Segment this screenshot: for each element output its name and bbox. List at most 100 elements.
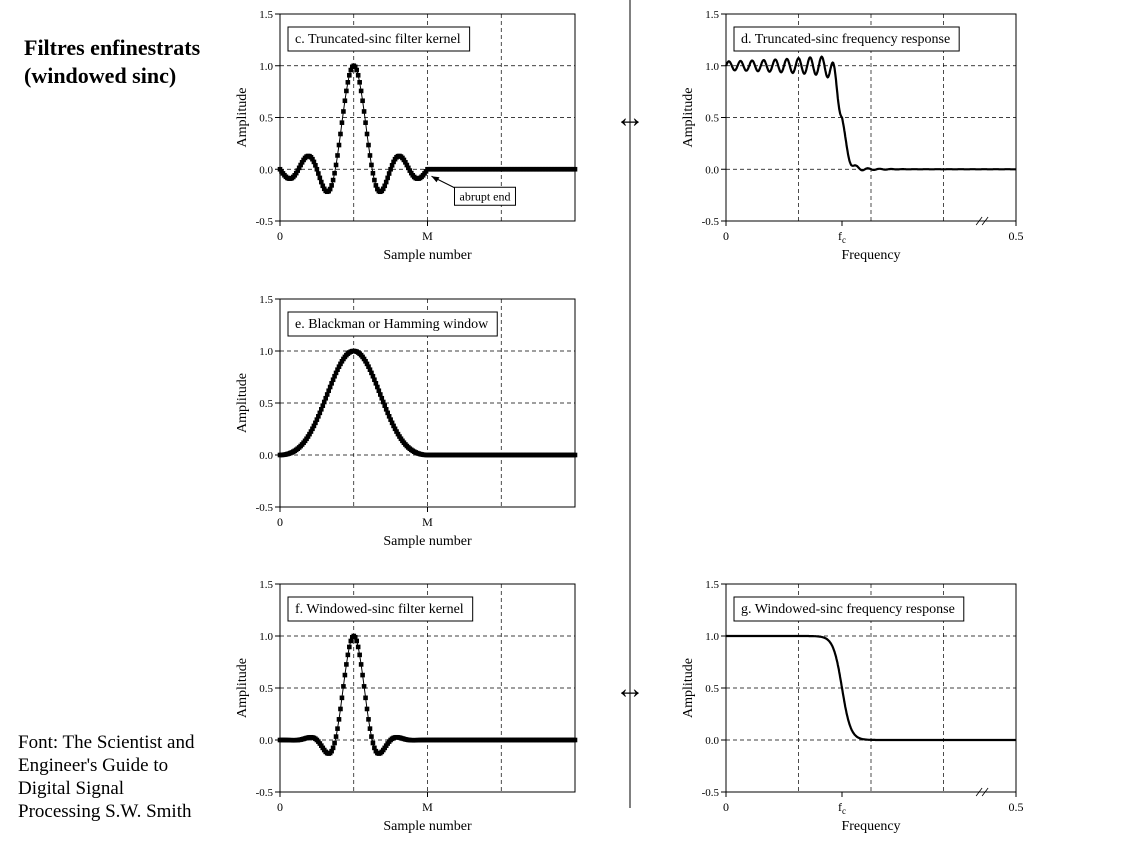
sample-point xyxy=(383,179,389,185)
sample-point xyxy=(572,166,578,172)
sample-point xyxy=(335,726,340,731)
chart-title-box: d. Truncated-sinc frequency response xyxy=(733,26,960,52)
kernel-line xyxy=(280,635,575,755)
sample-point xyxy=(293,170,299,176)
x-axis-label: Sample number xyxy=(383,248,472,263)
y-tick-label: 1.0 xyxy=(259,61,273,73)
sample-point xyxy=(363,695,368,701)
y-axis-label: Amplitude xyxy=(235,88,250,148)
sample-point xyxy=(341,684,346,689)
sample-point xyxy=(316,414,321,419)
sample-point xyxy=(333,370,339,376)
sample-point xyxy=(313,420,318,426)
y-tick-label: 1.0 xyxy=(705,631,719,643)
chart-title-frame xyxy=(733,26,960,52)
slide-title-line-2: (windowed sinc) xyxy=(24,63,177,88)
chart-title-frame xyxy=(287,311,498,337)
x-tick-label: M xyxy=(422,800,433,814)
sample-point xyxy=(369,734,374,739)
sample-point xyxy=(370,740,376,746)
sample-point xyxy=(370,170,376,176)
y-tick-label: 1.5 xyxy=(259,579,273,591)
sample-point xyxy=(367,153,373,158)
y-axis-label: Amplitude xyxy=(681,658,696,718)
sample-point xyxy=(326,388,331,394)
response-curve xyxy=(724,55,1016,172)
sample-point xyxy=(363,120,368,125)
x-tick-label: 0 xyxy=(277,229,283,243)
x-axis-label: Frequency xyxy=(841,819,900,834)
sample-point xyxy=(311,423,317,429)
sample-point xyxy=(388,417,393,422)
sample-point xyxy=(310,156,315,162)
sample-point xyxy=(336,717,342,722)
sample-point xyxy=(360,672,365,678)
annotation-text: abrupt end xyxy=(460,189,511,203)
credit-line-4: Processing S.W. Smith xyxy=(18,801,192,822)
sample-point xyxy=(329,381,334,386)
sample-point xyxy=(335,367,340,372)
sample-point xyxy=(404,162,410,168)
sample-point xyxy=(363,358,368,364)
sample-point xyxy=(369,162,374,168)
annotation: abrupt end xyxy=(431,175,516,206)
sample-point xyxy=(347,72,352,78)
slide-title-line-1: Filtres enfinestrats xyxy=(24,35,201,60)
y-tick-label: 1.0 xyxy=(259,346,273,358)
sample-point xyxy=(370,373,376,379)
sample-point xyxy=(407,168,413,173)
sample-point xyxy=(372,745,377,751)
x-tick-label: M xyxy=(422,229,433,243)
y-tick-label: 0.5 xyxy=(259,113,273,125)
sample-point xyxy=(336,142,342,148)
chart-e: -0.5 0.0 0.5 1.0 1.5 0 M Sample number Amplitude… xyxy=(235,294,578,549)
sample-point xyxy=(373,183,379,188)
sample-point xyxy=(392,426,398,432)
sample-point xyxy=(321,399,327,405)
sample-point xyxy=(383,407,389,412)
sample-point xyxy=(406,165,411,171)
source-credit: Font: The Scientist and Engineer's Guide… xyxy=(18,731,194,823)
sample-point xyxy=(327,186,333,192)
y-tick-label: -0.5 xyxy=(256,787,274,799)
sample-point xyxy=(342,672,348,678)
sample-point xyxy=(338,706,343,712)
sample-point xyxy=(386,171,392,176)
axis-break-mark xyxy=(975,216,989,226)
sample-point xyxy=(317,175,323,181)
sample-point xyxy=(298,162,303,168)
sample-point xyxy=(324,392,330,397)
sample-point xyxy=(308,429,314,434)
sample-point xyxy=(336,364,342,369)
sample-point xyxy=(364,131,370,137)
sample-point xyxy=(352,64,358,70)
sample-point xyxy=(319,407,324,412)
sample-point xyxy=(345,80,351,85)
sample-point xyxy=(305,434,311,439)
chart-title: c. Truncated-sinc filter kernel xyxy=(295,32,461,47)
sample-point xyxy=(314,417,320,422)
y-tick-label: 1.5 xyxy=(705,579,719,591)
x-tick-label: 0.5 xyxy=(1009,800,1024,814)
chart-title-box: g. Windowed-sinc frequency response xyxy=(733,596,965,622)
credit-line-3: Digital Signal xyxy=(18,778,125,799)
sample-point xyxy=(388,166,393,172)
sample-point xyxy=(332,170,337,176)
chart-title: f. Windowed-sinc filter kernel xyxy=(295,602,464,617)
sample-point xyxy=(382,183,388,189)
sample-point xyxy=(358,88,364,94)
sample-point xyxy=(332,740,337,746)
plot-frame xyxy=(725,13,1017,222)
sample-point xyxy=(572,737,578,743)
y-tick-label: 0.5 xyxy=(705,113,719,125)
sample-point xyxy=(320,183,326,189)
sample-point xyxy=(354,67,359,73)
sample-point xyxy=(369,370,374,376)
chart-title-frame xyxy=(287,596,474,622)
sample-point xyxy=(375,384,380,390)
x-tick-label: 0.5 xyxy=(1009,229,1024,243)
y-tick-label: 0.0 xyxy=(705,735,719,747)
sample-point xyxy=(378,392,383,397)
sample-point xyxy=(299,160,305,165)
sample-point xyxy=(333,162,339,168)
